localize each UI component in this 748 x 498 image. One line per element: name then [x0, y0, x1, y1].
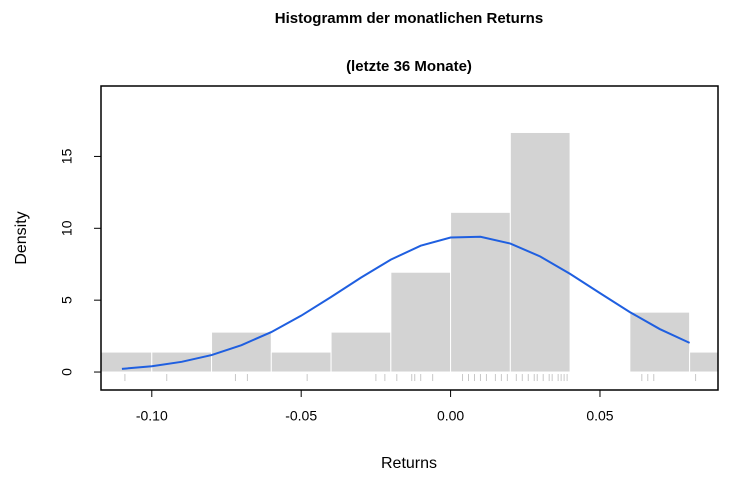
plot-area [101, 131, 718, 382]
x-axis-label: Returns [381, 455, 437, 472]
y-tick-label: 15 [59, 148, 75, 164]
y-tick-label: 10 [59, 220, 75, 236]
density-curve [121, 235, 691, 370]
chart-subtitle: (letzte 36 Monate) [346, 58, 472, 75]
y-axis-label: Density [13, 211, 30, 264]
bar [390, 271, 452, 373]
bar [330, 331, 392, 373]
x-tick-label: 0.00 [437, 408, 464, 424]
x-tick-label: -0.05 [285, 408, 317, 424]
bar [689, 351, 718, 373]
x-tick-label: -0.10 [136, 408, 168, 424]
y-tick-label: 0 [59, 368, 75, 376]
y-tick-label: 5 [59, 296, 75, 304]
bar [270, 351, 332, 373]
x-tick-label: 0.05 [586, 408, 613, 424]
bar [629, 311, 691, 373]
chart-title: Histogramm der monatlichen Returns [275, 10, 543, 27]
bar [509, 131, 571, 373]
plot-frame [100, 85, 719, 391]
